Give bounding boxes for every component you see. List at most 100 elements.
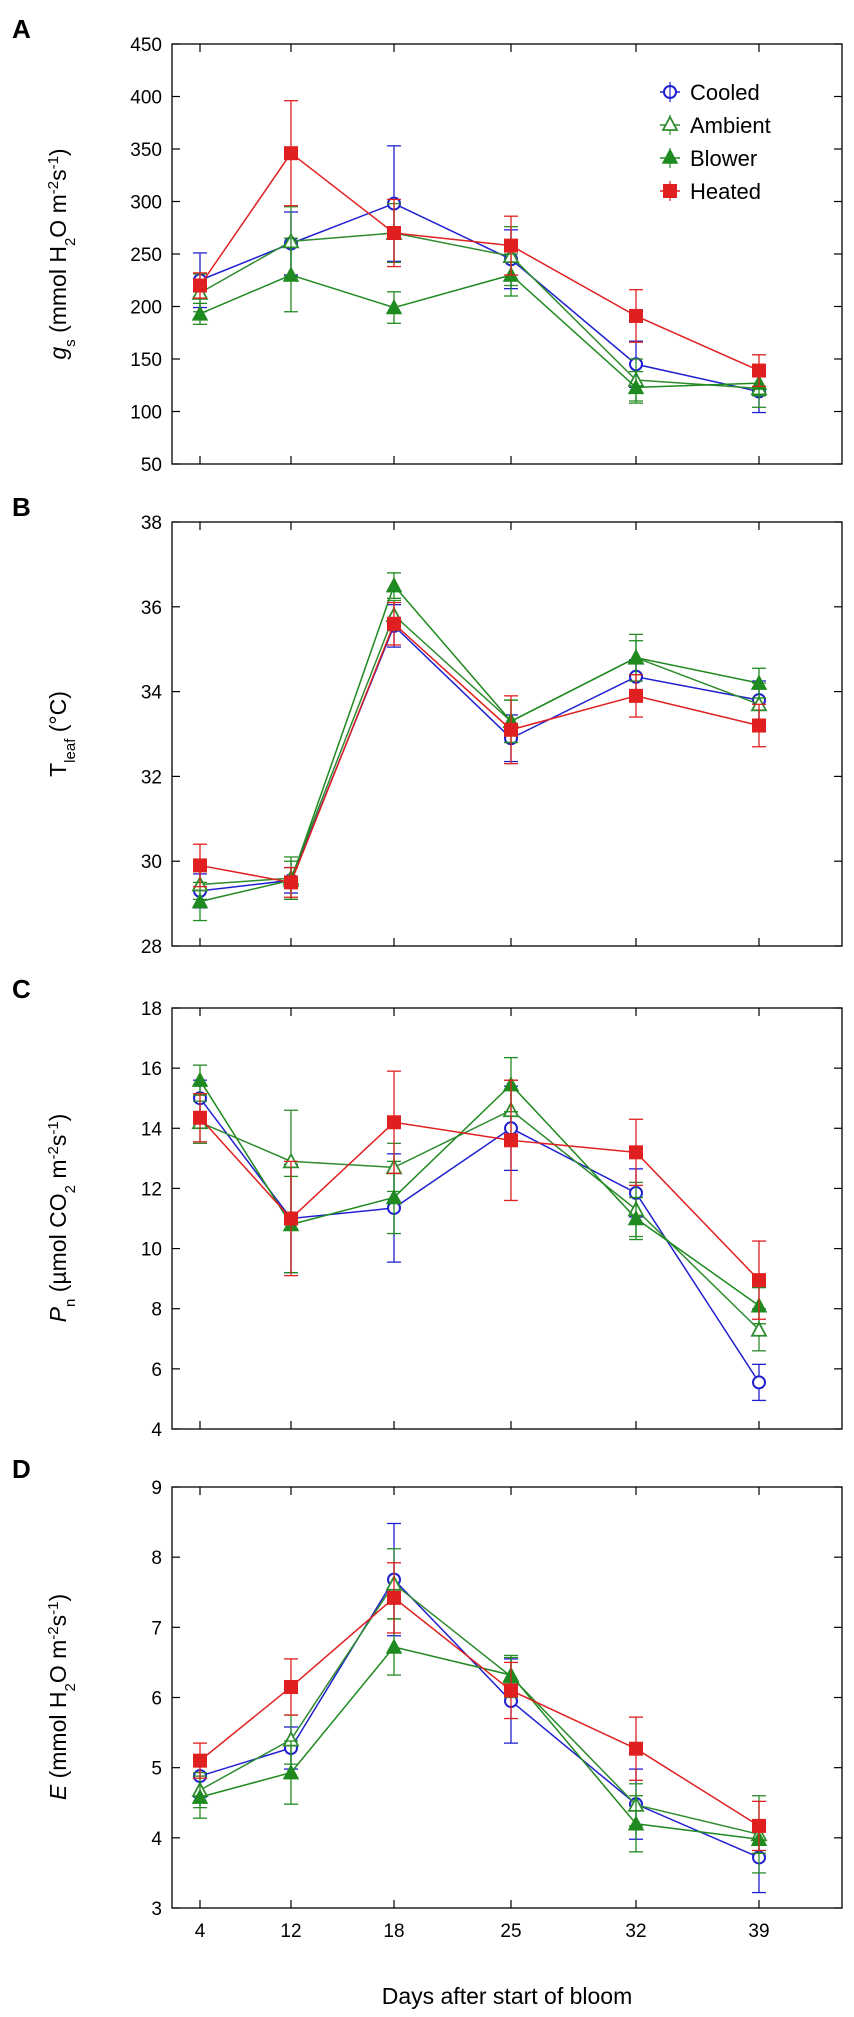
series-cooled (193, 1079, 766, 1402)
y-tick-label: 6 (151, 1689, 162, 1710)
series-ambient (191, 1079, 768, 1352)
panel-letter: A (12, 14, 31, 44)
series-line-heated (199, 1596, 760, 1827)
x-tick-label: 4 (195, 1921, 206, 1942)
panel-b: B Tleaf (°C) 28 30 32 34 36 38 (12, 492, 843, 958)
panel-letter: C (12, 974, 31, 1004)
legend-label-cooled: Cooled (690, 80, 760, 105)
y-tick-label: 4 (151, 1420, 162, 1441)
series-line-ambient (199, 232, 760, 390)
y-tick-label: 28 (141, 937, 162, 958)
y-tick-label: 7 (151, 1618, 162, 1639)
y-tick-label: 10 (141, 1240, 162, 1261)
data-point (629, 1741, 643, 1756)
y-tick-label: 100 (130, 403, 162, 424)
x-tick-label: 12 (280, 1921, 301, 1942)
legend-marker-blower (661, 148, 679, 164)
y-tick-label: 250 (130, 245, 162, 266)
y-tick-label: 8 (151, 1548, 162, 1569)
series-heated (193, 601, 766, 898)
data-point (627, 649, 645, 665)
y-tick-label: 12 (141, 1179, 162, 1200)
data-point (385, 1638, 403, 1654)
series-heated (193, 100, 766, 387)
data-point (504, 1683, 518, 1698)
y-tick-label: 5 (151, 1759, 162, 1780)
data-point (750, 1320, 768, 1337)
series-line-cooled (199, 624, 760, 892)
y-tick-label: 18 (141, 999, 162, 1020)
y-tick-label: 34 (141, 683, 163, 704)
legend-entry-ambient: Ambient (660, 113, 771, 138)
legend-entry-cooled: Cooled (660, 80, 760, 105)
y-tick-label: 300 (130, 193, 162, 214)
data-point (627, 1209, 645, 1226)
data-point (385, 577, 403, 593)
y-tick-label: 9 (151, 1478, 162, 1499)
data-point (387, 1590, 401, 1605)
plot-frame (171, 521, 843, 947)
data-point (629, 1145, 643, 1160)
data-point (191, 1788, 209, 1804)
panel-letter: B (12, 492, 31, 522)
series-line-blower (199, 1079, 760, 1307)
data-point (385, 1188, 403, 1205)
series-line-heated (199, 622, 760, 884)
x-ticks: 4 12 18 25 32 39 (195, 1487, 770, 1942)
data-point (193, 278, 207, 293)
data-point (752, 718, 766, 733)
y-tick-label: 6 (151, 1360, 162, 1381)
data-point (191, 892, 209, 909)
series-layer (191, 572, 768, 922)
series-line-ambient (199, 1582, 760, 1836)
legend: Cooled Ambient Blower Heated (660, 80, 771, 204)
y-axis-label: E (mmol H2O m-2s-1) (45, 1594, 79, 1800)
legend-marker-heated (663, 184, 677, 198)
series-line-heated (199, 1117, 760, 1281)
series-cooled (193, 1522, 766, 1894)
data-point (750, 674, 768, 690)
data-point (752, 1818, 766, 1833)
data-point (752, 1273, 766, 1288)
series-line-cooled (199, 1578, 760, 1859)
series-line-blower (199, 1646, 760, 1840)
series-blower (191, 1618, 768, 1854)
y-axis-label: gs (mmol H2O m-2s-1) (45, 148, 79, 359)
series-line-cooled (199, 1097, 760, 1383)
y-tick-label: 38 (141, 513, 162, 534)
y-tick-label: 8 (151, 1300, 162, 1321)
data-point (629, 308, 643, 323)
y-tick-label: 32 (141, 767, 162, 788)
data-point (752, 363, 766, 378)
data-point (284, 1211, 298, 1226)
series-cooled (193, 145, 766, 414)
y-axis-label: Pn (µmol CO2 m-2s-1) (45, 1114, 79, 1323)
y-tick-label: 3 (151, 1899, 162, 1920)
panel-c: C Pn (µmol CO2 m-2s-1) 4 6 8 10 12 14 16 18 (12, 974, 843, 1441)
x-ticks (199, 44, 760, 464)
x-ticks (199, 1008, 760, 1429)
series-blower (191, 1056, 768, 1325)
data-point (284, 1679, 298, 1694)
y-ticks: 28 30 32 34 36 38 (141, 513, 842, 958)
legend-label-blower: Blower (690, 146, 757, 171)
x-tick-label: 18 (383, 1921, 404, 1942)
data-point (504, 722, 518, 737)
data-point (387, 1115, 401, 1130)
data-point (627, 378, 645, 395)
legend-label-ambient: Ambient (690, 113, 771, 138)
legend-marker-ambient (661, 115, 679, 131)
series-blower (191, 237, 768, 404)
data-point (193, 1753, 207, 1768)
y-tick-label: 400 (130, 88, 162, 109)
data-point (282, 266, 300, 282)
data-point (504, 238, 518, 253)
y-tick-label: 150 (130, 350, 162, 371)
y-tick-label: 200 (130, 298, 162, 319)
data-point (629, 688, 643, 703)
plot-frame (171, 1007, 843, 1430)
y-tick-label: 4 (151, 1829, 162, 1850)
y-tick-label: 30 (141, 852, 162, 873)
